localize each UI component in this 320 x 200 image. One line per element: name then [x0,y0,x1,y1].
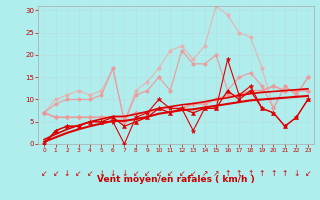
Text: ↙: ↙ [41,169,47,178]
Text: ↓: ↓ [98,169,105,178]
Text: ↙: ↙ [190,169,196,178]
Text: ↓: ↓ [110,169,116,178]
Text: ↙: ↙ [179,169,185,178]
X-axis label: Vent moyen/en rafales ( km/h ): Vent moyen/en rafales ( km/h ) [97,175,255,184]
Text: ↑: ↑ [224,169,231,178]
Text: ↓: ↓ [121,169,128,178]
Text: ↓: ↓ [293,169,300,178]
Text: ↑: ↑ [270,169,277,178]
Text: ↙: ↙ [87,169,93,178]
Text: ↓: ↓ [64,169,70,178]
Text: ↙: ↙ [52,169,59,178]
Text: ↑: ↑ [282,169,288,178]
Text: ↙: ↙ [75,169,82,178]
Text: ↙: ↙ [167,169,173,178]
Text: ↑: ↑ [236,169,242,178]
Text: ↑: ↑ [259,169,265,178]
Text: ↙: ↙ [305,169,311,178]
Text: ↗: ↗ [213,169,219,178]
Text: ↙: ↙ [156,169,162,178]
Text: ↑: ↑ [247,169,254,178]
Text: ↗: ↗ [202,169,208,178]
Text: ↙: ↙ [133,169,139,178]
Text: ↙: ↙ [144,169,150,178]
